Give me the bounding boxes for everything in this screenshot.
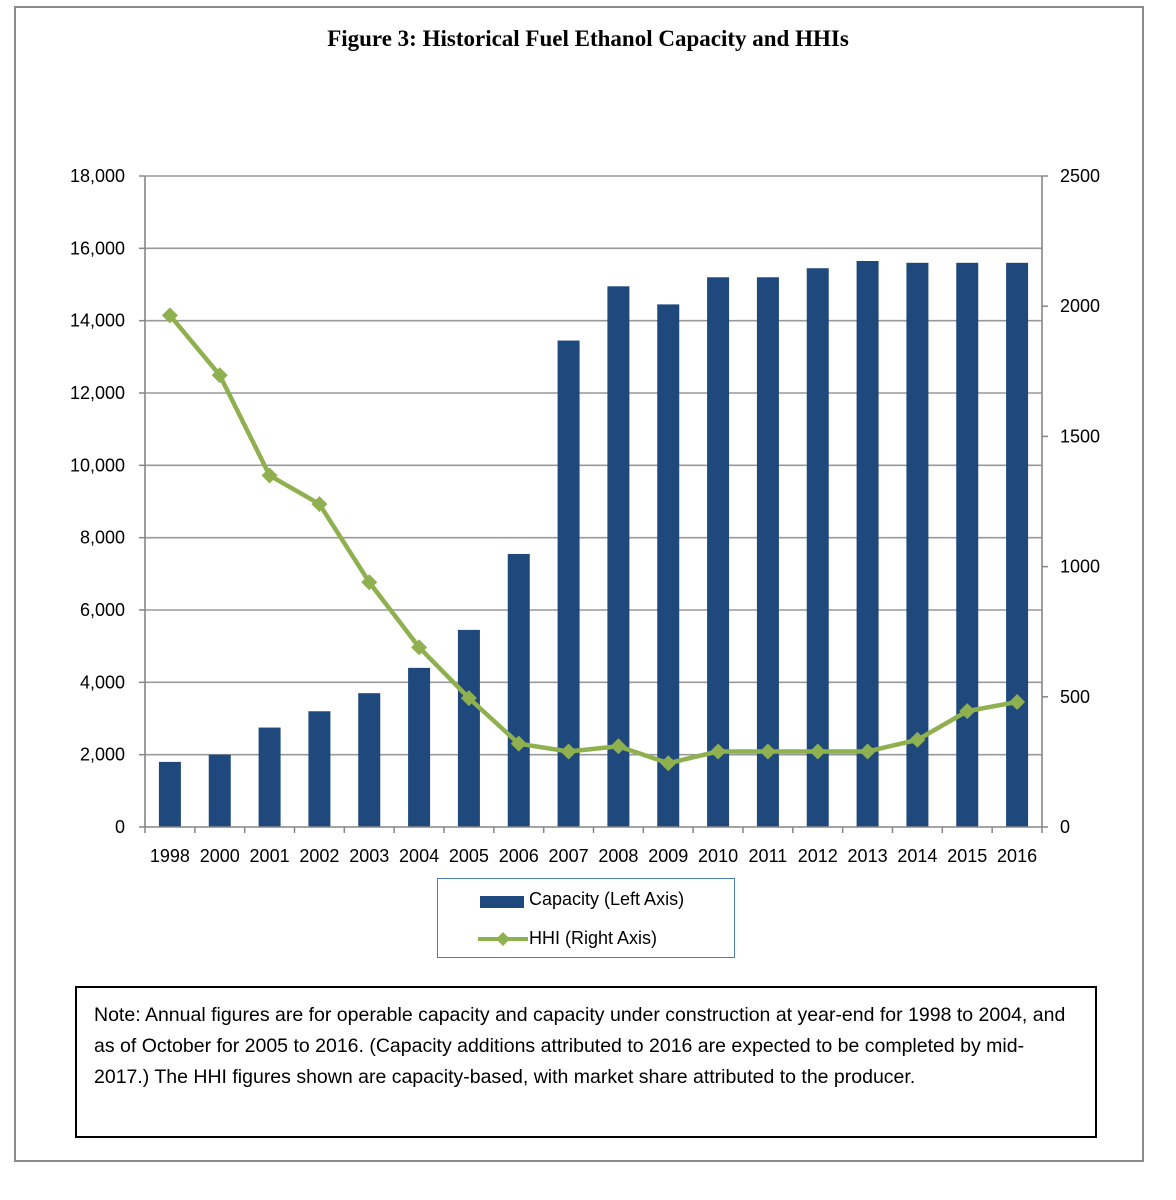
- legend-swatch-hhi: [478, 932, 528, 946]
- x-axis-tick-label: 2015: [947, 846, 987, 866]
- right-axis-tick-label: 2000: [1060, 296, 1100, 316]
- capacity-bar: [657, 304, 680, 827]
- hhi-point: [660, 755, 677, 772]
- capacity-bar: [856, 260, 879, 827]
- hhi-line: [168, 313, 1018, 766]
- hhi-point: [610, 738, 627, 755]
- hhi-point: [411, 639, 428, 656]
- chart-plot: 0 2,000 4,000 6,000 8,000 10,000 12,000 14,000 1…: [70, 166, 1100, 866]
- capacity-bar: [457, 629, 480, 827]
- capacity-bar: [607, 286, 630, 827]
- left-axis-tick-label: 0: [115, 817, 125, 837]
- left-axis-tick-label: 14,000: [70, 311, 125, 331]
- hhi-point: [460, 690, 477, 707]
- x-axis-tick-label: 2011: [749, 846, 788, 866]
- chart-legend: Capacity (Left Axis) HHI (Right Axis): [437, 878, 735, 958]
- hhi-point: [759, 743, 776, 760]
- legend-item-hhi: HHI (Right Axis): [438, 924, 734, 954]
- hhi-point: [161, 307, 178, 324]
- hhi-point: [809, 743, 826, 760]
- x-axis-tick-label: 2005: [449, 846, 489, 866]
- right-axis-tick-label: 500: [1060, 687, 1090, 707]
- x-axis-tick-label: 2002: [299, 846, 339, 866]
- x-axis-tick-label: 2006: [499, 846, 539, 866]
- capacity-bar: [806, 268, 829, 828]
- x-axis-tick-label: 2001: [250, 846, 290, 866]
- legend-item-capacity: Capacity (Left Axis): [438, 885, 734, 915]
- hhi-point: [1009, 694, 1026, 711]
- left-axis-tick-label: 6,000: [80, 600, 125, 620]
- x-axis-tick-label: 2009: [648, 846, 688, 866]
- x-axis-tick-label: 2012: [798, 846, 838, 866]
- capacity-bar: [707, 277, 730, 827]
- x-axis-tick-label: 2003: [349, 846, 389, 866]
- right-axis-tick-label: 2500: [1060, 166, 1100, 186]
- x-axis-tick-label: 2016: [997, 846, 1037, 866]
- hhi-point: [261, 467, 278, 484]
- capacity-bar: [308, 711, 331, 827]
- hhi-point: [859, 743, 876, 760]
- left-axis-tick-label: 2,000: [80, 745, 125, 765]
- left-axis-tick-label: 18,000: [70, 166, 125, 186]
- hhi-point: [361, 574, 378, 591]
- left-axis-tick-label: 4,000: [80, 672, 125, 692]
- right-axis-tick-label: 0: [1060, 817, 1070, 837]
- capacity-bar: [956, 262, 979, 827]
- hhi-point: [909, 731, 926, 748]
- x-axis-tick-label: 2000: [200, 846, 240, 866]
- right-axis-tick-label: 1500: [1060, 426, 1100, 446]
- left-axis-tick-label: 12,000: [70, 383, 125, 403]
- hhi-point: [211, 367, 228, 384]
- x-axis-tick-label: 2008: [598, 846, 638, 866]
- x-axis-tick-label: 2004: [399, 846, 439, 866]
- capacity-bar: [258, 727, 281, 827]
- capacity-bar: [408, 667, 431, 827]
- hhi-point: [560, 743, 577, 760]
- left-axis-tick-label: 10,000: [70, 455, 125, 475]
- x-axis-tick-label: 2010: [698, 846, 738, 866]
- chart-note: Note: Annual figures are for operable ca…: [75, 986, 1097, 1138]
- legend-label-hhi: HHI (Right Axis): [529, 928, 658, 948]
- right-axis-tick-label: 1000: [1060, 557, 1100, 577]
- capacity-bar: [507, 553, 530, 827]
- capacity-bar: [358, 693, 381, 827]
- capacity-bar: [1006, 262, 1029, 827]
- capacity-bar: [208, 754, 231, 827]
- left-axis-tick-label: 8,000: [80, 528, 125, 548]
- chart-title: Figure 3: Historical Fuel Ethanol Capaci…: [327, 26, 849, 51]
- hhi-point: [311, 496, 328, 513]
- left-axis-tick-label: 16,000: [70, 238, 125, 258]
- capacity-bar: [906, 262, 929, 827]
- note-text: Note: Annual figures are for operable ca…: [94, 1004, 1066, 1088]
- capacity-bar: [756, 277, 779, 827]
- legend-label-capacity: Capacity (Left Axis): [529, 889, 685, 909]
- x-axis-tick-label: 2013: [848, 846, 888, 866]
- x-axis-tick-label: 1998: [150, 846, 190, 866]
- legend-swatch-capacity: [480, 896, 524, 908]
- hhi-point: [710, 743, 727, 760]
- x-axis-tick-label: 2014: [897, 846, 937, 866]
- capacity-bar: [557, 340, 580, 827]
- hhi-point: [959, 703, 976, 720]
- capacity-bar: [158, 761, 181, 827]
- hhi-point: [510, 735, 527, 752]
- x-axis-tick-label: 2007: [549, 846, 589, 866]
